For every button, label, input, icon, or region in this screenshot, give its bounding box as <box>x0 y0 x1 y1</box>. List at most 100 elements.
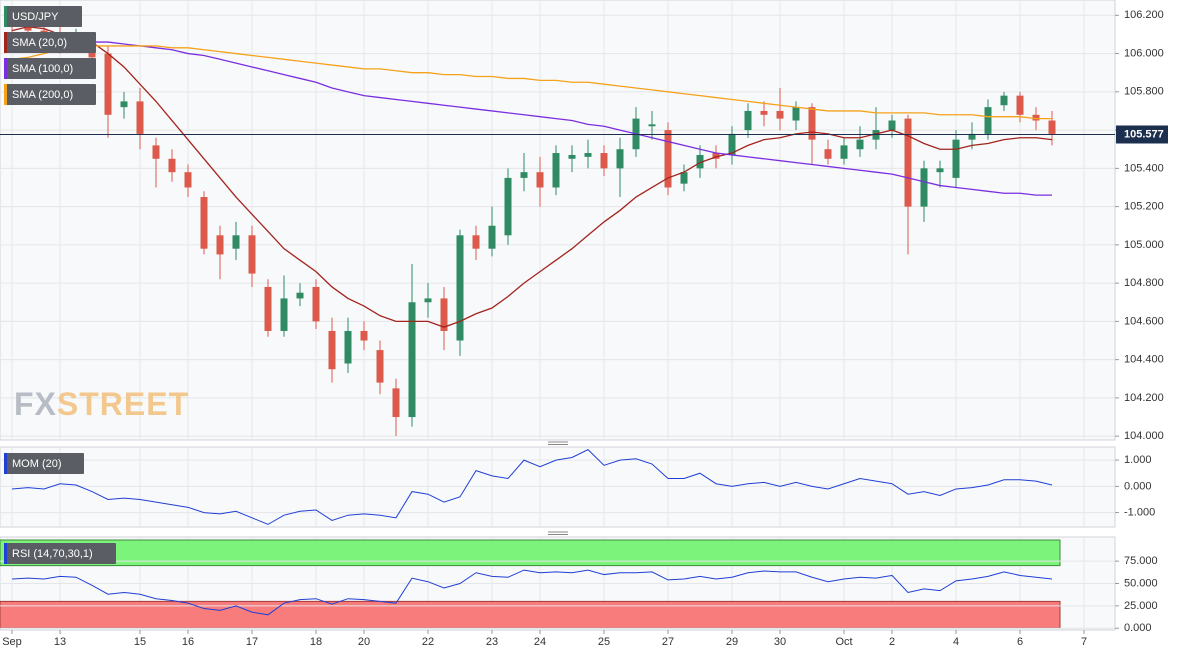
x-tick-label: 13 <box>54 636 66 648</box>
candle-body <box>1048 120 1056 134</box>
legend-label: SMA (20,0) <box>12 37 67 49</box>
candle-body <box>616 149 624 169</box>
candle-body <box>648 124 656 127</box>
legend-box <box>4 58 96 79</box>
candle-body <box>472 235 480 249</box>
candle-body <box>888 120 896 131</box>
price-panel <box>0 0 1116 441</box>
x-tick-label: Oct <box>835 636 852 648</box>
candle-body <box>408 302 416 418</box>
candle-body <box>952 139 960 178</box>
candle-body <box>120 101 128 108</box>
y-tick-label: 0.000 <box>1124 622 1152 634</box>
legend: USD/JPY SMA (20,0) SMA (100,0) SMA (200,0) M… <box>4 6 116 564</box>
candle-body <box>184 172 192 188</box>
indicator-line <box>11 449 1053 525</box>
candle-body <box>328 330 336 370</box>
candle-body <box>488 225 496 249</box>
x-tick-label: 6 <box>1017 636 1023 648</box>
candle-body <box>520 172 528 178</box>
y-tick-label: 25.000 <box>1124 600 1158 612</box>
candle-body <box>216 235 224 255</box>
mom-panel <box>0 446 1116 528</box>
candle-body <box>136 101 144 134</box>
sma-line <box>12 37 1052 196</box>
candle-body <box>600 153 608 169</box>
y-tick-label: 75.000 <box>1124 555 1158 567</box>
last-price-label: 105.577 <box>1124 128 1164 140</box>
candle-body <box>1016 95 1024 115</box>
candle-body <box>200 197 208 249</box>
x-tick-label: 17 <box>246 636 258 648</box>
legend-box <box>4 543 116 564</box>
x-tick-label: 4 <box>953 636 959 648</box>
legend-swatch <box>4 6 7 27</box>
candle-body <box>712 153 720 159</box>
y-tick-label: 50.000 <box>1124 577 1158 589</box>
y-tick-label: 0.000 <box>1124 480 1152 492</box>
x-tick-label: 23 <box>486 636 498 648</box>
candle-body <box>168 158 176 173</box>
candle-body <box>424 298 432 303</box>
candle-body <box>584 153 592 157</box>
candle-body <box>232 235 240 249</box>
y-tick-label: 104.600 <box>1124 315 1164 327</box>
x-tick-label: 27 <box>662 636 674 648</box>
watermark-street: STREET <box>57 386 189 422</box>
candle-body <box>104 53 112 115</box>
legend-label: RSI (14,70,30,1) <box>12 548 93 560</box>
candle-body <box>776 110 784 119</box>
candle-body <box>264 286 272 331</box>
y-tick-label: 104.800 <box>1124 277 1164 289</box>
candle-body <box>24 24 32 31</box>
candle-body <box>680 172 688 184</box>
candle-body <box>456 235 464 341</box>
legend-box <box>4 84 96 105</box>
candle-body <box>360 330 368 341</box>
legend-label: SMA (200,0) <box>12 89 73 101</box>
grid <box>0 0 1119 634</box>
x-tick-label: 30 <box>774 636 786 648</box>
candle-body <box>152 145 160 159</box>
candle-body <box>728 133 736 155</box>
candle-body <box>904 118 912 207</box>
candle-body <box>856 139 864 150</box>
legend-box <box>4 6 82 27</box>
x-tick-label: 25 <box>598 636 610 648</box>
y-tick-label: -1.000 <box>1124 506 1155 518</box>
candle-body <box>248 235 256 274</box>
x-tick-label: 20 <box>358 636 370 648</box>
legend-label: MOM (20) <box>12 458 62 470</box>
y-tick-label: 104.000 <box>1124 430 1164 442</box>
candle-body <box>792 107 800 121</box>
sma-line <box>11 45 1052 120</box>
candle-body <box>664 130 672 188</box>
y-tick-label: 105.800 <box>1124 86 1164 98</box>
watermark-fx: FX <box>14 386 57 422</box>
x-tick-label: 22 <box>422 636 434 648</box>
candle-body <box>1032 114 1040 121</box>
candle-body <box>824 149 832 159</box>
y-tick-label: 106.200 <box>1124 9 1164 21</box>
candle-body <box>344 330 352 364</box>
legend-swatch <box>4 32 7 53</box>
candle-body <box>280 298 288 331</box>
candle-body <box>744 110 752 131</box>
legend-box <box>4 32 96 53</box>
legend-box <box>4 453 84 474</box>
y-tick-label: 104.200 <box>1124 392 1164 404</box>
x-tick-label: 29 <box>726 636 738 648</box>
candle-body <box>936 168 944 173</box>
y-tick-label: 104.400 <box>1124 354 1164 366</box>
candle-body <box>296 292 304 299</box>
legend-swatch <box>4 58 7 79</box>
legend-label: SMA (100,0) <box>12 63 73 75</box>
indicator-line <box>11 569 1053 616</box>
candle-body <box>808 107 816 140</box>
x-tick-label: 15 <box>134 636 146 648</box>
x-tick-label: 18 <box>310 636 322 648</box>
candle-body <box>840 145 848 159</box>
y-tick-label: 1.000 <box>1124 454 1152 466</box>
candle-body <box>568 154 576 159</box>
